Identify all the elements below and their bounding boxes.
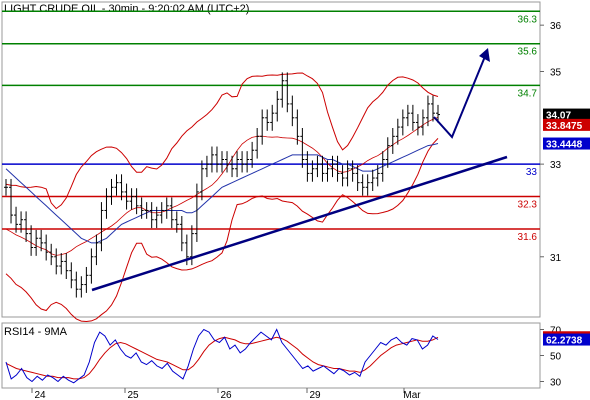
rsi-lines [5, 328, 439, 384]
level-label-1: 35.6 [518, 47, 538, 58]
time-axis-ticks: 24 25 26 29 Mar [31, 388, 421, 400]
price-tick-label-1: 35 [550, 67, 562, 78]
price-badge-label-2: 33.4448 [546, 140, 583, 151]
time-tick-label-1: 25 [127, 390, 139, 400]
rsi-line [5, 328, 439, 384]
band-upper [5, 72, 439, 210]
price-panel-frame [1, 1, 541, 318]
price-axis-ticks: 36 35 33 31 [540, 21, 562, 264]
price-tick-label-3: 31 [550, 253, 562, 264]
trend-lines [91, 48, 508, 292]
time-tick-label-4: Mar [403, 390, 421, 400]
support-trendline [91, 155, 508, 292]
band-middle [5, 117, 439, 256]
chart-title: LIGHT CRUDE OIL - 30min - 9:20:02 AM (UT… [4, 3, 249, 15]
band-lower [5, 138, 439, 323]
price-candles [4, 72, 440, 298]
rsi-tick-label-1: 50 [550, 352, 562, 363]
price-badge-label-1: 33.8475 [546, 121, 583, 132]
bollinger-bands [5, 72, 439, 323]
rsi-ma-line [5, 336, 439, 380]
rsi-tick-label-2: 30 [550, 378, 562, 389]
rsi-tick-label-0: 70 [550, 326, 562, 337]
rsi-badge-label-1: 62.2738 [546, 336, 583, 347]
level-label-3: 33 [526, 167, 538, 178]
level-label-0: 36.3 [518, 14, 538, 25]
price-badge-bg-2 [543, 137, 590, 150]
price-badge-label-0: 34.07 [546, 111, 571, 122]
level-lines: 36.3 35.6 34.7 33 32.3 31.6 [2, 10, 540, 243]
rsi-title: RSI14 - 9MA [4, 326, 68, 338]
price-tick-label-2: 33 [550, 160, 562, 171]
price-badge-bg-0 [543, 108, 590, 121]
time-tick-label-2: 26 [220, 390, 232, 400]
price-tick-label-0: 36 [550, 21, 562, 32]
forecast-arrowhead [479, 48, 490, 62]
forecast-arrow-path [433, 53, 487, 139]
time-tick-label-3: 29 [309, 390, 321, 400]
time-tick-label-0: 24 [34, 390, 46, 400]
level-label-5: 31.6 [518, 232, 538, 243]
rsi-badge-bg-1 [543, 333, 590, 346]
moving-average-line [5, 143, 439, 244]
price-badge-bg-1 [543, 118, 590, 131]
rsi-badges: 64.029262.2738 [543, 331, 590, 347]
rsi-axis-ticks: 70 50 30 [540, 326, 562, 389]
level-label-4: 32.3 [518, 200, 538, 211]
level-label-2: 34.7 [518, 88, 538, 99]
